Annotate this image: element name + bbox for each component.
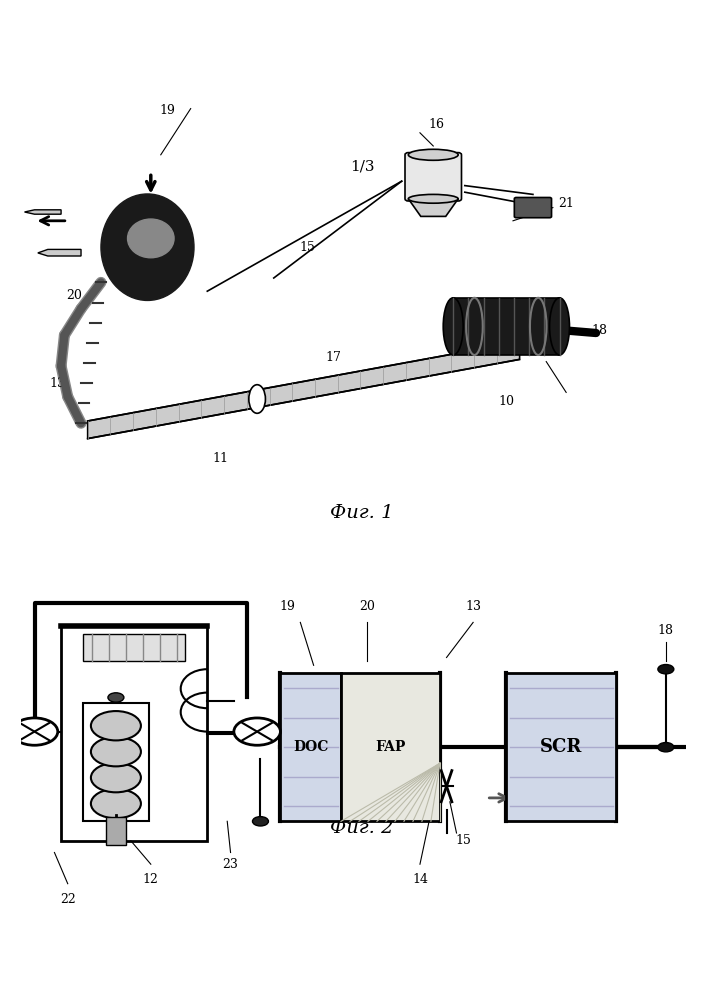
Circle shape — [658, 743, 674, 752]
Text: 12: 12 — [143, 873, 159, 886]
Bar — [506, 673, 616, 821]
Text: 11: 11 — [213, 452, 228, 465]
Text: 21: 21 — [559, 197, 574, 210]
Text: 14: 14 — [412, 873, 428, 886]
Text: 17: 17 — [326, 351, 341, 364]
Text: Фиг. 2: Фиг. 2 — [330, 819, 394, 837]
Circle shape — [658, 665, 674, 674]
Polygon shape — [409, 199, 458, 216]
Bar — [281, 673, 341, 821]
Text: 18: 18 — [658, 624, 674, 637]
Text: 13: 13 — [49, 377, 66, 390]
Circle shape — [234, 718, 281, 745]
Circle shape — [91, 789, 141, 818]
Text: 22: 22 — [60, 893, 76, 906]
Text: 16: 16 — [428, 118, 445, 131]
FancyBboxPatch shape — [514, 197, 551, 218]
Text: Фиг. 1: Фиг. 1 — [330, 504, 394, 522]
Polygon shape — [88, 342, 520, 439]
Text: 10: 10 — [498, 395, 515, 408]
Text: 18: 18 — [591, 324, 607, 337]
Text: 20: 20 — [66, 289, 82, 302]
FancyBboxPatch shape — [405, 153, 462, 201]
Ellipse shape — [409, 194, 458, 203]
Text: 19: 19 — [160, 104, 175, 117]
Text: DOC: DOC — [293, 740, 328, 754]
Circle shape — [91, 711, 141, 740]
Ellipse shape — [549, 298, 569, 355]
Text: 19: 19 — [279, 600, 295, 613]
Text: SCR: SCR — [540, 738, 583, 756]
Polygon shape — [453, 298, 559, 355]
Text: 1/3: 1/3 — [350, 159, 374, 173]
Bar — [83, 634, 185, 661]
Bar — [106, 817, 126, 845]
Circle shape — [11, 718, 58, 745]
Circle shape — [91, 763, 141, 792]
Ellipse shape — [249, 385, 265, 413]
Polygon shape — [25, 210, 61, 214]
Text: 23: 23 — [223, 858, 238, 871]
Text: FAP: FAP — [375, 740, 406, 754]
Circle shape — [108, 693, 124, 702]
Text: 15: 15 — [455, 834, 471, 847]
Bar — [341, 673, 440, 821]
Ellipse shape — [127, 219, 174, 258]
Circle shape — [91, 737, 141, 766]
Text: 20: 20 — [359, 600, 375, 613]
Ellipse shape — [101, 194, 194, 300]
Ellipse shape — [409, 149, 458, 160]
Text: 15: 15 — [299, 241, 315, 254]
Circle shape — [252, 817, 269, 826]
Bar — [61, 626, 207, 841]
Text: 13: 13 — [465, 600, 481, 613]
Ellipse shape — [443, 298, 463, 355]
Polygon shape — [38, 249, 81, 256]
Bar — [83, 703, 148, 821]
